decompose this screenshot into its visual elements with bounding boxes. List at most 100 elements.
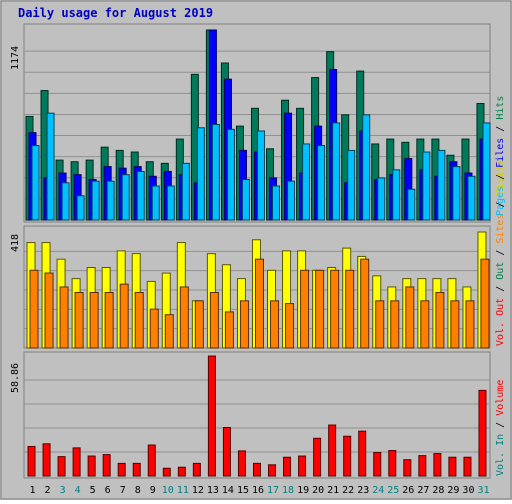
bar-pages-day-15: [241, 179, 250, 221]
x-tick-label-day-20: 20: [312, 485, 324, 496]
middle-ymax-label: 418: [10, 234, 21, 252]
bar-volume-day-17: [268, 464, 277, 477]
bar-sites-day-24: [375, 300, 385, 349]
bar-sites-day-17: [270, 300, 280, 349]
x-tick-label-day-18: 18: [282, 485, 294, 496]
bar-volume-day-5: [87, 455, 96, 477]
bar-sites-day-11: [179, 286, 189, 349]
bar-volume-day-28: [433, 453, 442, 477]
x-tick-label-day-30: 30: [462, 485, 474, 496]
bar-pages-day-25: [392, 169, 401, 221]
bar-sites-day-25: [390, 300, 400, 349]
bar-volume-day-16: [252, 462, 261, 477]
x-tick-label-day-4: 4: [75, 485, 81, 496]
x-tick-label-day-19: 19: [297, 485, 309, 496]
bar-sites-day-15: [239, 300, 249, 349]
bar-sites-day-2: [44, 272, 54, 349]
bar-pages-day-20: [317, 145, 326, 221]
bar-volume-day-13: [207, 355, 216, 477]
bar-volume-day-22: [343, 435, 352, 477]
bar-sites-day-19: [300, 269, 310, 349]
bar-volume-day-19: [298, 455, 307, 477]
bar-pages-day-8: [136, 170, 145, 221]
bar-sites-day-16: [254, 258, 264, 349]
bar-pages-day-18: [287, 180, 296, 221]
bar-volume-day-25: [388, 450, 397, 477]
bar-volume-day-11: [177, 466, 186, 477]
bar-sites-day-26: [405, 286, 415, 349]
bar-volume-day-7: [117, 462, 126, 477]
bar-sites-day-6: [104, 292, 114, 349]
bar-pages-day-5: [91, 180, 100, 221]
bar-pages-day-1: [31, 145, 40, 221]
x-tick-label-day-29: 29: [447, 485, 459, 496]
bar-volume-day-4: [72, 447, 81, 477]
bars-layer: [25, 29, 491, 477]
bar-pages-day-9: [151, 185, 160, 221]
x-tick-label-day-22: 22: [342, 485, 354, 496]
legend-middle: Vol. Out / Out / Sites / Visits: [495, 159, 506, 346]
bar-volume-day-6: [102, 454, 111, 477]
x-tick-label-day-14: 14: [222, 485, 234, 496]
x-tick-label-day-27: 27: [417, 485, 429, 496]
bar-sites-day-20: [315, 269, 325, 349]
x-tick-label-day-1: 1: [30, 485, 36, 496]
x-tick-label-day-12: 12: [192, 485, 204, 496]
bar-volume-day-15: [237, 450, 246, 477]
legend-files: Files: [495, 138, 506, 168]
x-tick-label-day-7: 7: [120, 485, 126, 496]
bar-sites-day-22: [345, 269, 355, 349]
legend-hits: Hits: [495, 96, 506, 120]
bar-sites-day-27: [420, 300, 430, 349]
bar-sites-day-5: [89, 292, 99, 349]
bar-sites-day-23: [360, 258, 370, 349]
x-tick-label-day-11: 11: [177, 485, 189, 496]
bar-volume-day-31: [478, 389, 487, 477]
bar-volume-day-14: [222, 426, 231, 477]
bottom-panel: [23, 351, 491, 479]
bar-pages-day-31: [482, 122, 491, 221]
legend-pages: Pages: [495, 186, 506, 216]
legend-separator: /: [495, 244, 506, 262]
legend-separator: /: [495, 120, 506, 138]
legend-sites: Sites: [495, 214, 506, 244]
bar-pages-day-24: [377, 177, 386, 221]
x-tick-label-day-6: 6: [105, 485, 111, 496]
x-tick-label-day-16: 16: [252, 485, 264, 496]
bar-sites-day-28: [435, 292, 445, 349]
bar-sites-day-14: [224, 311, 234, 349]
bar-sites-day-4: [74, 292, 84, 349]
legend-separator: /: [495, 280, 506, 298]
bar-sites-day-13: [209, 292, 219, 349]
x-tick-label-day-26: 26: [402, 485, 414, 496]
bar-volume-day-12: [192, 462, 201, 477]
x-tick-label-day-17: 17: [267, 485, 279, 496]
legend-separator: /: [495, 195, 506, 213]
bar-pages-day-19: [302, 143, 311, 221]
bar-volume-day-1: [27, 445, 36, 477]
bar-sites-day-7: [119, 283, 129, 349]
bottom-ymax-label: 58.86: [10, 363, 21, 393]
bar-pages-day-11: [181, 162, 190, 221]
bar-sites-day-31: [480, 258, 490, 349]
bar-pages-day-14: [226, 128, 235, 221]
bar-pages-day-2: [46, 112, 55, 221]
bar-sites-day-18: [285, 303, 295, 349]
chart-title: Daily usage for August 2019: [18, 6, 213, 20]
x-tick-label-day-25: 25: [387, 485, 399, 496]
x-tick-label-day-5: 5: [90, 485, 96, 496]
bar-sites-day-12: [194, 300, 204, 349]
legend-top: Pages / Files / Hits: [495, 96, 506, 216]
bar-sites-day-8: [134, 292, 144, 349]
x-tick-label-day-8: 8: [135, 485, 141, 496]
bar-sites-day-3: [59, 286, 69, 349]
bar-volume-day-21: [328, 424, 337, 477]
bar-pages-day-29: [452, 166, 461, 221]
bar-pages-day-27: [422, 151, 431, 221]
x-tick-label-day-31: 31: [477, 485, 489, 496]
legend-separator: /: [495, 168, 506, 186]
bar-pages-day-4: [76, 195, 85, 221]
bar-volume-day-2: [42, 443, 51, 477]
